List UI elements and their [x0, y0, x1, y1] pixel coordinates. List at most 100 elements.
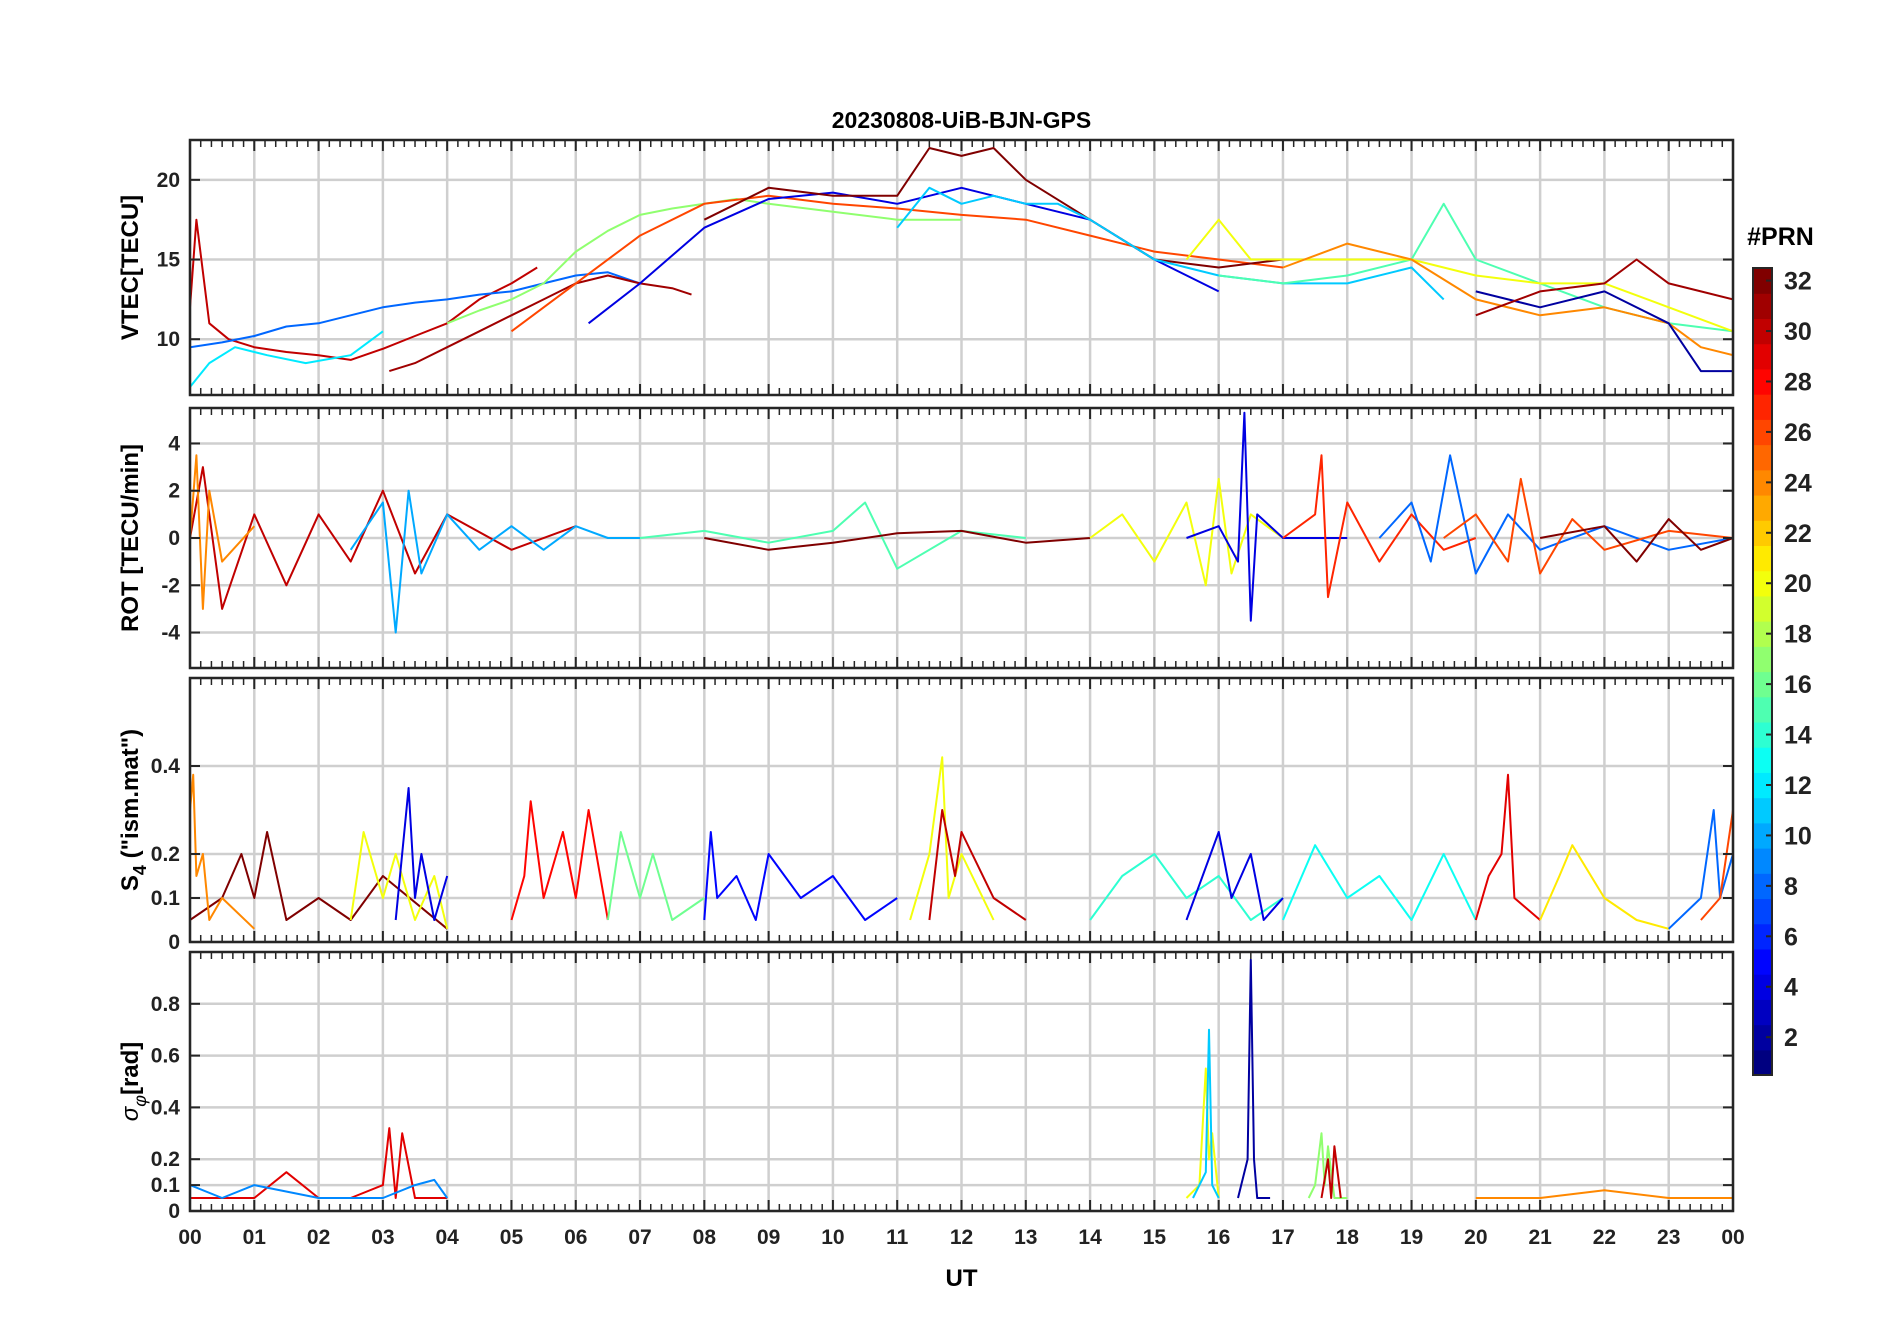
colorbar-tick-label: 4 — [1784, 974, 1798, 1002]
colorbar-segment — [1753, 268, 1772, 294]
series-prn-9 — [190, 1178, 449, 1199]
x-tick-label: 13 — [1014, 1226, 1037, 1249]
series-prn-24 — [1475, 1189, 1733, 1199]
colorbar-segment — [1753, 444, 1772, 471]
colorbar-segment — [1753, 848, 1772, 874]
series-prn-32 — [190, 831, 448, 930]
y-tick-label: 0.1 — [151, 887, 181, 910]
colorbar-segment — [1753, 318, 1772, 345]
colorbar-tick-label: 22 — [1784, 520, 1812, 548]
series-prn-24 — [190, 773, 255, 930]
colorbar-segment — [1753, 822, 1772, 849]
colorbar-segment — [1753, 394, 1772, 420]
x-tick-label: 00 — [178, 1226, 201, 1249]
series-prn-8 — [190, 271, 641, 349]
x-tick-label: 21 — [1528, 1226, 1552, 1249]
colorbar-segment — [1753, 873, 1772, 900]
series-prn-13 — [1282, 844, 1477, 921]
colorbar-segment — [1753, 923, 1772, 950]
x-axis-label: UT — [946, 1265, 978, 1292]
series-prn-31 — [389, 274, 692, 373]
series-prn-31 — [1475, 258, 1733, 317]
series-prn-5 — [703, 831, 898, 921]
colorbar-segment — [1753, 520, 1772, 547]
colorbar-tick-label: 32 — [1784, 268, 1812, 296]
x-tick-label: 20 — [1464, 1226, 1487, 1249]
y-tick-label: 0.2 — [151, 843, 180, 866]
series-prn-32 — [703, 147, 1284, 269]
series-prn-27 — [1282, 454, 1477, 599]
series-prn-10 — [349, 489, 640, 634]
y-tick-label: 10 — [157, 328, 180, 351]
colorbar-segment — [1753, 621, 1772, 647]
series-prn-30 — [190, 466, 577, 610]
y-tick-label: 2 — [168, 480, 180, 503]
y-tick-label: 0 — [168, 1200, 180, 1223]
colorbar-segment — [1753, 494, 1772, 521]
colorbar-title: #PRN — [1747, 223, 1814, 251]
colorbar-segment — [1753, 797, 1772, 824]
colorbar-segment — [1753, 696, 1772, 723]
series-prn-20 — [1089, 477, 1284, 587]
series-prn-24 — [1282, 242, 1733, 357]
series-prn-32 — [1539, 518, 1733, 563]
series-prn-29 — [1474, 773, 1541, 921]
series-prn-4 — [1185, 831, 1284, 921]
x-tick-label: 17 — [1271, 1226, 1294, 1249]
colorbar-tick-label: 30 — [1784, 318, 1812, 346]
x-tick-label: 09 — [757, 1226, 780, 1249]
colorbar-segment — [1753, 999, 1772, 1026]
colorbar-tick-label: 16 — [1784, 671, 1812, 699]
x-tick-label: 19 — [1400, 1226, 1423, 1249]
colorbar-tick-label: 28 — [1784, 368, 1812, 396]
series-prn-12 — [190, 330, 384, 388]
series-prn-30 — [928, 809, 1027, 921]
colorbar-segment — [1753, 368, 1772, 395]
y-tick-label: -4 — [161, 622, 180, 645]
colorbar-segment — [1753, 671, 1772, 698]
series-prn-26 — [1443, 477, 1733, 575]
series-prn-20 — [349, 831, 449, 930]
colorbar-tick-label: 20 — [1784, 570, 1812, 598]
y-tick-label: 0.2 — [151, 1148, 180, 1171]
y-tick-label: 0 — [168, 527, 180, 550]
y-tick-label: 0.4 — [151, 755, 181, 778]
series-prn-30 — [1320, 1145, 1342, 1199]
colorbar-segment — [1753, 570, 1772, 597]
colorbar-tick-label: 26 — [1784, 419, 1812, 447]
series-prn-8 — [1668, 809, 1733, 930]
y-tick-label: 15 — [157, 249, 181, 272]
y-tick-label: 0.6 — [151, 1045, 180, 1068]
y-axis-label: S4 ("ism.mat") — [117, 729, 150, 891]
colorbar-tick-label: 18 — [1784, 621, 1812, 649]
y-tick-label: 0.1 — [151, 1174, 181, 1197]
x-tick-label: 06 — [564, 1226, 587, 1249]
colorbar-segment — [1753, 721, 1772, 748]
y-tick-label: 0.8 — [151, 993, 181, 1016]
panel-sigma_phi: 0 0.1 0.2 0.4 0.6 0.8 σφ[rad] — [117, 950, 1735, 1223]
series-prn-15 — [639, 501, 1026, 570]
series-prn-21 — [1539, 844, 1669, 930]
x-tick-label: 11 — [886, 1226, 909, 1249]
series-prn-28 — [510, 800, 609, 921]
x-tick-label: 03 — [371, 1226, 394, 1249]
colorbar-segment — [1753, 747, 1772, 773]
y-tick-label: 20 — [157, 169, 180, 192]
colorbar-segment — [1753, 1024, 1772, 1051]
colorbar-segment — [1753, 595, 1772, 622]
colorbar-tick-label: 14 — [1784, 722, 1812, 750]
colorbar-tick-label: 12 — [1784, 772, 1812, 800]
panel-s4: 0 0.1 0.2 0.4S4 ("ism.mat") — [117, 676, 1735, 954]
series-group — [190, 411, 1733, 634]
colorbar-tick-label: 24 — [1784, 469, 1812, 497]
x-tick-label: 05 — [500, 1226, 524, 1249]
colorbar-segment — [1753, 419, 1772, 446]
series-prn-2 — [1475, 290, 1733, 373]
series-prn-29 — [190, 1127, 448, 1199]
series-prn-4 — [1186, 411, 1348, 622]
colorbar-segment — [1753, 948, 1772, 975]
series-prn-32 — [704, 529, 1091, 551]
colorbar-segment — [1753, 898, 1772, 925]
x-tick-label: 08 — [693, 1226, 717, 1249]
